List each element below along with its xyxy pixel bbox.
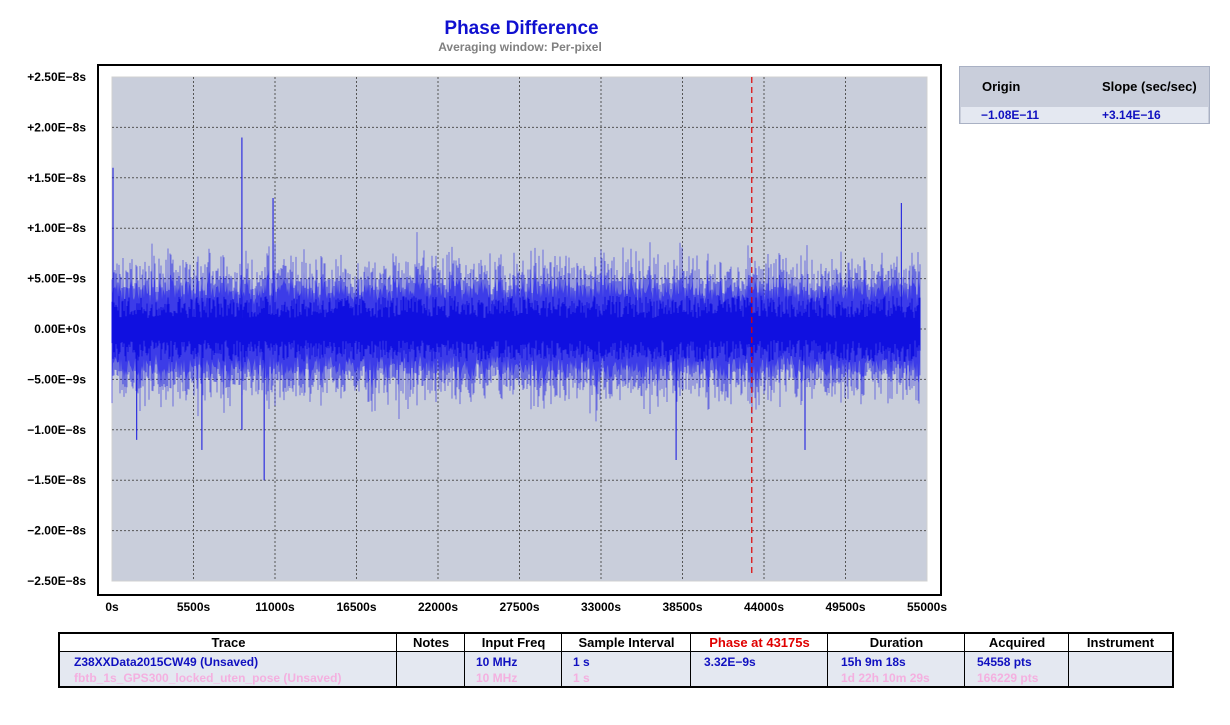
series-core: [111, 295, 921, 363]
phase-value: 3.32E−9s: [704, 655, 756, 669]
x-tick-label: 11000s: [255, 600, 295, 614]
x-tick-label: 22000s: [418, 600, 458, 614]
trace-name[interactable]: Z38XXData2015CW49 (Unsaved): [74, 655, 259, 669]
header-acquired: Acquired: [988, 635, 1046, 650]
slope-values-row: −1.08E−11 +3.14E−16: [961, 107, 1208, 123]
input-freq: 10 MHz: [476, 671, 518, 685]
slope-value: +3.14E−16: [1102, 108, 1161, 122]
duration: 15h 9m 18s: [841, 655, 906, 669]
header-input-freq: Input Freq: [481, 635, 546, 650]
col-divider: [1068, 634, 1069, 686]
col-divider: [464, 634, 465, 686]
x-tick-label: 0s: [105, 600, 119, 614]
x-tick-label: 49500s: [825, 600, 865, 614]
x-tick-label: 44000s: [744, 600, 784, 614]
col-divider: [964, 634, 965, 686]
sample-interval: 1 s: [573, 671, 590, 685]
acquired: 54558 pts: [977, 655, 1032, 669]
col-divider: [827, 634, 828, 686]
trace-table-header: Trace Notes Input Freq Sample Interval P…: [60, 634, 1172, 652]
input-freq: 10 MHz: [476, 655, 518, 669]
y-tick-label: −2.50E−8s: [27, 574, 86, 588]
y-axis-ticks: +2.50E−8s +2.00E−8s +1.50E−8s +1.00E−8s +5.0…: [27, 70, 86, 588]
x-tick-label: 55000s: [907, 600, 947, 614]
series-group: [111, 137, 921, 481]
y-tick-label: +1.00E−8s: [27, 221, 86, 235]
slope-header: Slope (sec/sec): [1102, 79, 1197, 94]
y-tick-label: −1.50E−8s: [27, 473, 86, 487]
origin-value: −1.08E−11: [981, 108, 1040, 122]
slope-panel: Origin Slope (sec/sec) −1.08E−11 +3.14E−…: [959, 66, 1210, 124]
header-sample-interval: Sample Interval: [578, 635, 675, 650]
y-tick-label: −1.00E−8s: [27, 423, 86, 437]
x-tick-label: 27500s: [499, 600, 539, 614]
y-tick-label: 0.00E+0s: [34, 322, 86, 336]
x-axis-ticks: 0s 5500s 11000s 16500s 22000s 27500s 33000s 385…: [105, 600, 947, 614]
y-tick-label: +5.00E−9s: [27, 272, 86, 286]
col-divider: [396, 634, 397, 686]
header-trace: Trace: [211, 635, 246, 650]
col-divider: [690, 634, 691, 686]
col-divider: [561, 634, 562, 686]
x-tick-label: 33000s: [581, 600, 621, 614]
y-tick-label: −2.00E−8s: [27, 524, 86, 538]
trace-name[interactable]: fbtb_1s_GPS300_locked_uten_pose (Unsaved…: [74, 671, 342, 685]
origin-header: Origin: [982, 79, 1021, 94]
header-notes: Notes: [412, 635, 450, 650]
chart-subtitle: Averaging window: Per-pixel: [438, 40, 602, 54]
header-phase: Phase at 43175s: [709, 635, 810, 650]
duration: 1d 22h 10m 29s: [841, 671, 930, 685]
x-tick-label: 16500s: [336, 600, 376, 614]
x-tick-label: 5500s: [177, 600, 211, 614]
y-tick-label: +2.50E−8s: [27, 70, 86, 84]
header-duration: Duration: [869, 635, 924, 650]
x-tick-label: 38500s: [662, 600, 702, 614]
y-tick-label: −5.00E−9s: [27, 372, 86, 386]
acquired: 166229 pts: [977, 671, 1039, 685]
sample-interval: 1 s: [573, 655, 590, 669]
chart-title: Phase Difference: [444, 18, 599, 39]
trace-table[interactable]: Trace Notes Input Freq Sample Interval P…: [58, 632, 1174, 688]
header-instrument: Instrument: [1086, 635, 1155, 650]
y-tick-label: +1.50E−8s: [27, 171, 86, 185]
y-tick-label: +2.00E−8s: [27, 120, 86, 134]
